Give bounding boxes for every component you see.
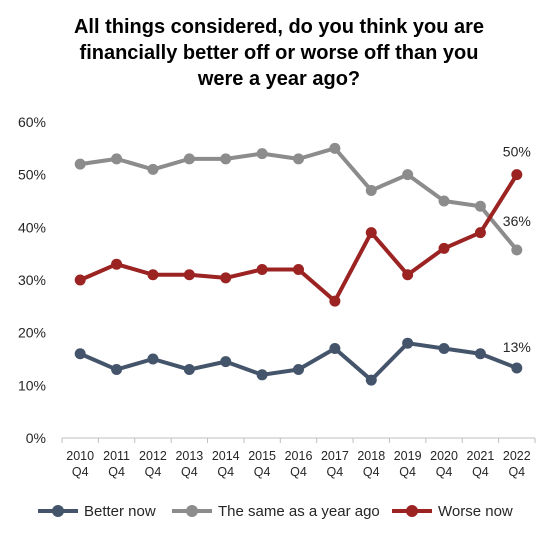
x-tick-label: 2013 [175, 449, 203, 463]
data-point [183, 269, 195, 281]
data-point [511, 169, 523, 181]
data-point [220, 153, 232, 165]
x-tick-label-quarter: Q4 [217, 465, 234, 479]
legend-item-worse-now: Worse now [392, 502, 513, 520]
data-point [474, 348, 486, 360]
x-tick-label: 2019 [394, 449, 422, 463]
x-tick-label: 2018 [357, 449, 385, 463]
x-tick-label-quarter: Q4 [436, 465, 453, 479]
x-tick-label-quarter: Q4 [363, 465, 380, 479]
data-point [111, 258, 123, 270]
data-point [438, 242, 450, 254]
data-point [402, 169, 414, 181]
x-tick-label: 2012 [139, 449, 167, 463]
x-tick-label-quarter: Q4 [508, 465, 525, 479]
data-point [147, 269, 159, 281]
legend-swatch-worse-now [392, 502, 432, 520]
chart-title-line-1: All things considered, do you think you … [73, 16, 485, 38]
x-tick-label: 2010 [66, 449, 94, 463]
data-point [147, 163, 159, 175]
data-point [474, 227, 486, 239]
x-tick-label: 2021 [467, 449, 495, 463]
x-tick-label-quarter: Q4 [181, 465, 198, 479]
data-label: 36% [503, 213, 531, 229]
data-point [511, 244, 523, 256]
data-point [329, 342, 341, 354]
line-chart: 0% 10% 20% 30% 40% 50% 60% 2010 Q4 2011 Q4 2012 Q4 20… [18, 114, 536, 479]
series-line [79, 173, 519, 304]
chart-title-line-2: financially better off or worse off than… [79, 42, 479, 64]
data-point [220, 356, 232, 368]
data-point [111, 364, 123, 376]
x-tick-label-quarter: Q4 [254, 465, 271, 479]
data-point [365, 184, 377, 196]
x-tick-label-quarter: Q4 [472, 465, 489, 479]
y-tick-label: 20% [18, 325, 46, 341]
data-point [74, 348, 86, 360]
data-point [438, 342, 450, 354]
y-tick-label: 40% [18, 219, 46, 235]
legend: Better now The same as a year ago Worse … [0, 500, 558, 524]
data-point [293, 153, 304, 165]
legend-swatch-better-now [38, 502, 78, 520]
data-point [111, 153, 123, 165]
legend-label-same: The same as a year ago [218, 502, 380, 520]
data-point [74, 274, 86, 286]
legend-label-worse-now: Worse now [438, 502, 513, 520]
x-tick-label: 2017 [321, 449, 349, 463]
x-tick-label: 2011 [103, 449, 130, 463]
data-point [74, 158, 86, 170]
data-point [438, 195, 450, 207]
data-point [256, 369, 268, 381]
x-tick-label-quarter: Q4 [72, 465, 89, 479]
data-point [329, 142, 341, 154]
legend-swatch-same [172, 502, 212, 520]
data-point [474, 200, 486, 212]
legend-label-better-now: Better now [84, 502, 156, 520]
x-tick-label: 2022 [503, 449, 531, 463]
x-tick-label: 2014 [212, 449, 240, 463]
x-tick-label-quarter: Q4 [399, 465, 416, 479]
chart-title-line-3: were a year ago? [197, 68, 361, 90]
y-tick-label: 10% [18, 377, 46, 393]
data-point [511, 362, 523, 374]
data-label: 50% [503, 144, 531, 160]
x-tick-label-quarter: Q4 [327, 465, 344, 479]
y-tick-label: 30% [18, 272, 46, 288]
data-point [365, 227, 377, 239]
data-point [183, 364, 195, 376]
data-label: 13% [503, 339, 531, 355]
data-point [293, 364, 304, 376]
x-tick-label: 2020 [430, 449, 458, 463]
x-tick-label: 2015 [248, 449, 276, 463]
x-tick-label-quarter: Q4 [290, 465, 307, 479]
data-point [256, 148, 268, 160]
x-tick-label-quarter: Q4 [145, 465, 162, 479]
y-tick-label: 60% [18, 114, 46, 130]
x-tick-label-quarter: Q4 [108, 465, 125, 479]
data-point [402, 337, 414, 349]
legend-item-same: The same as a year ago [172, 502, 380, 520]
data-point [147, 353, 159, 365]
y-tick-label: 0% [26, 430, 46, 446]
data-point [329, 295, 341, 307]
data-point [256, 263, 268, 275]
data-point [220, 272, 232, 284]
x-tick-label: 2016 [285, 449, 313, 463]
data-point [293, 263, 304, 275]
chart-title: All things considered, do you think you … [0, 14, 558, 92]
data-point [183, 153, 195, 165]
data-point [402, 269, 414, 281]
y-tick-label: 50% [18, 167, 46, 183]
data-point [365, 374, 377, 386]
legend-item-better-now: Better now [38, 502, 156, 520]
